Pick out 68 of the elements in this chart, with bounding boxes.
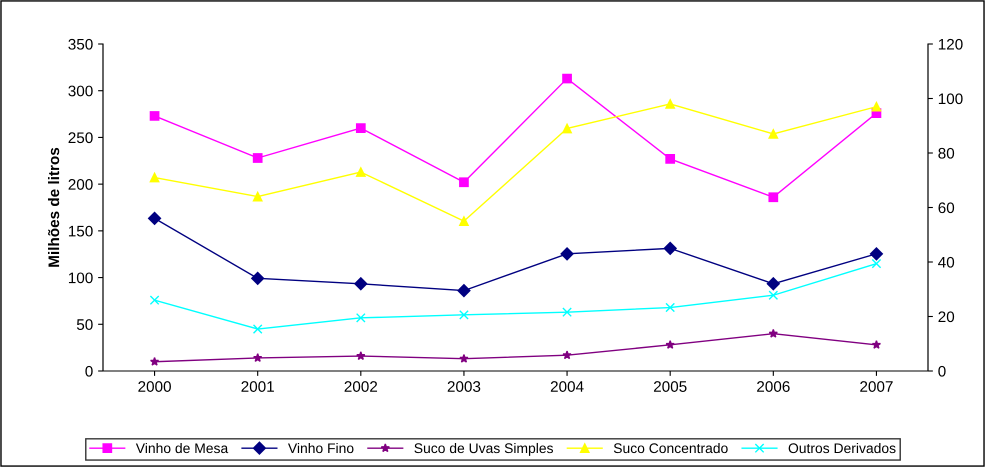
point — [560, 247, 574, 260]
legend-label: Outros Derivados — [788, 442, 896, 454]
y-axis-title: Milhões de litros — [48, 148, 60, 267]
point — [872, 340, 882, 349]
point — [562, 307, 572, 317]
y-tick-label: 250 — [68, 132, 93, 144]
point — [870, 247, 884, 260]
point — [666, 340, 675, 349]
legend-label: Suco Concentrado — [614, 442, 728, 454]
point — [664, 242, 677, 255]
y2-tick-label: 120 — [938, 38, 963, 50]
y2-tick-label: 0 — [938, 366, 946, 377]
x-tick-label: 2000 — [138, 381, 171, 392]
y2-tick-label: 40 — [938, 256, 954, 268]
legend-label: Suco de Uvas Simples — [414, 442, 554, 456]
x-tick-label: 2003 — [448, 381, 480, 392]
point — [252, 324, 263, 334]
x-tick-label: 2007 — [860, 381, 893, 392]
point — [150, 111, 160, 121]
point — [356, 351, 366, 360]
point — [252, 192, 263, 202]
y2-tick-label: 100 — [938, 93, 963, 104]
point — [768, 129, 778, 139]
legend-label: Vinho Fino — [288, 442, 354, 454]
point — [562, 350, 572, 360]
point — [872, 102, 882, 112]
point — [356, 313, 366, 323]
point — [872, 258, 882, 268]
point — [252, 153, 263, 163]
point — [354, 277, 368, 290]
y-tick-label: 50 — [76, 319, 93, 330]
point — [768, 290, 778, 300]
x-tick-label: 2005 — [654, 381, 687, 392]
point — [356, 123, 366, 133]
y-tick-label: 350 — [68, 38, 93, 50]
point — [665, 302, 676, 312]
x-tick-label: 2002 — [344, 381, 378, 392]
y2-tick-label: 80 — [938, 148, 954, 159]
y-tick-label: 150 — [68, 226, 93, 237]
x-tick-label: 2006 — [757, 381, 790, 392]
y-tick-label: 100 — [68, 272, 93, 284]
point — [562, 124, 572, 134]
x-tick-label: 2004 — [550, 381, 584, 392]
legend-label: Vinho de Mesa — [136, 442, 228, 454]
point — [457, 284, 471, 298]
x-tick-label: 2001 — [241, 381, 274, 392]
point — [665, 99, 676, 109]
point — [251, 272, 264, 285]
y-tick-label: 300 — [68, 86, 93, 96]
point — [459, 354, 469, 363]
point — [356, 167, 366, 177]
point — [665, 154, 676, 164]
point — [768, 328, 778, 338]
point — [459, 177, 469, 188]
point — [148, 212, 162, 225]
y2-tick-label: 60 — [938, 202, 954, 214]
point — [253, 353, 262, 362]
point — [459, 216, 469, 226]
point — [150, 356, 160, 366]
point — [150, 172, 160, 182]
point — [459, 310, 469, 320]
point — [766, 277, 780, 290]
point — [562, 74, 572, 84]
point — [768, 192, 778, 202]
y-tick-label: 200 — [68, 179, 93, 190]
point — [150, 295, 160, 306]
y-tick-label: 0 — [85, 366, 93, 377]
y2-tick-label: 20 — [938, 311, 954, 322]
